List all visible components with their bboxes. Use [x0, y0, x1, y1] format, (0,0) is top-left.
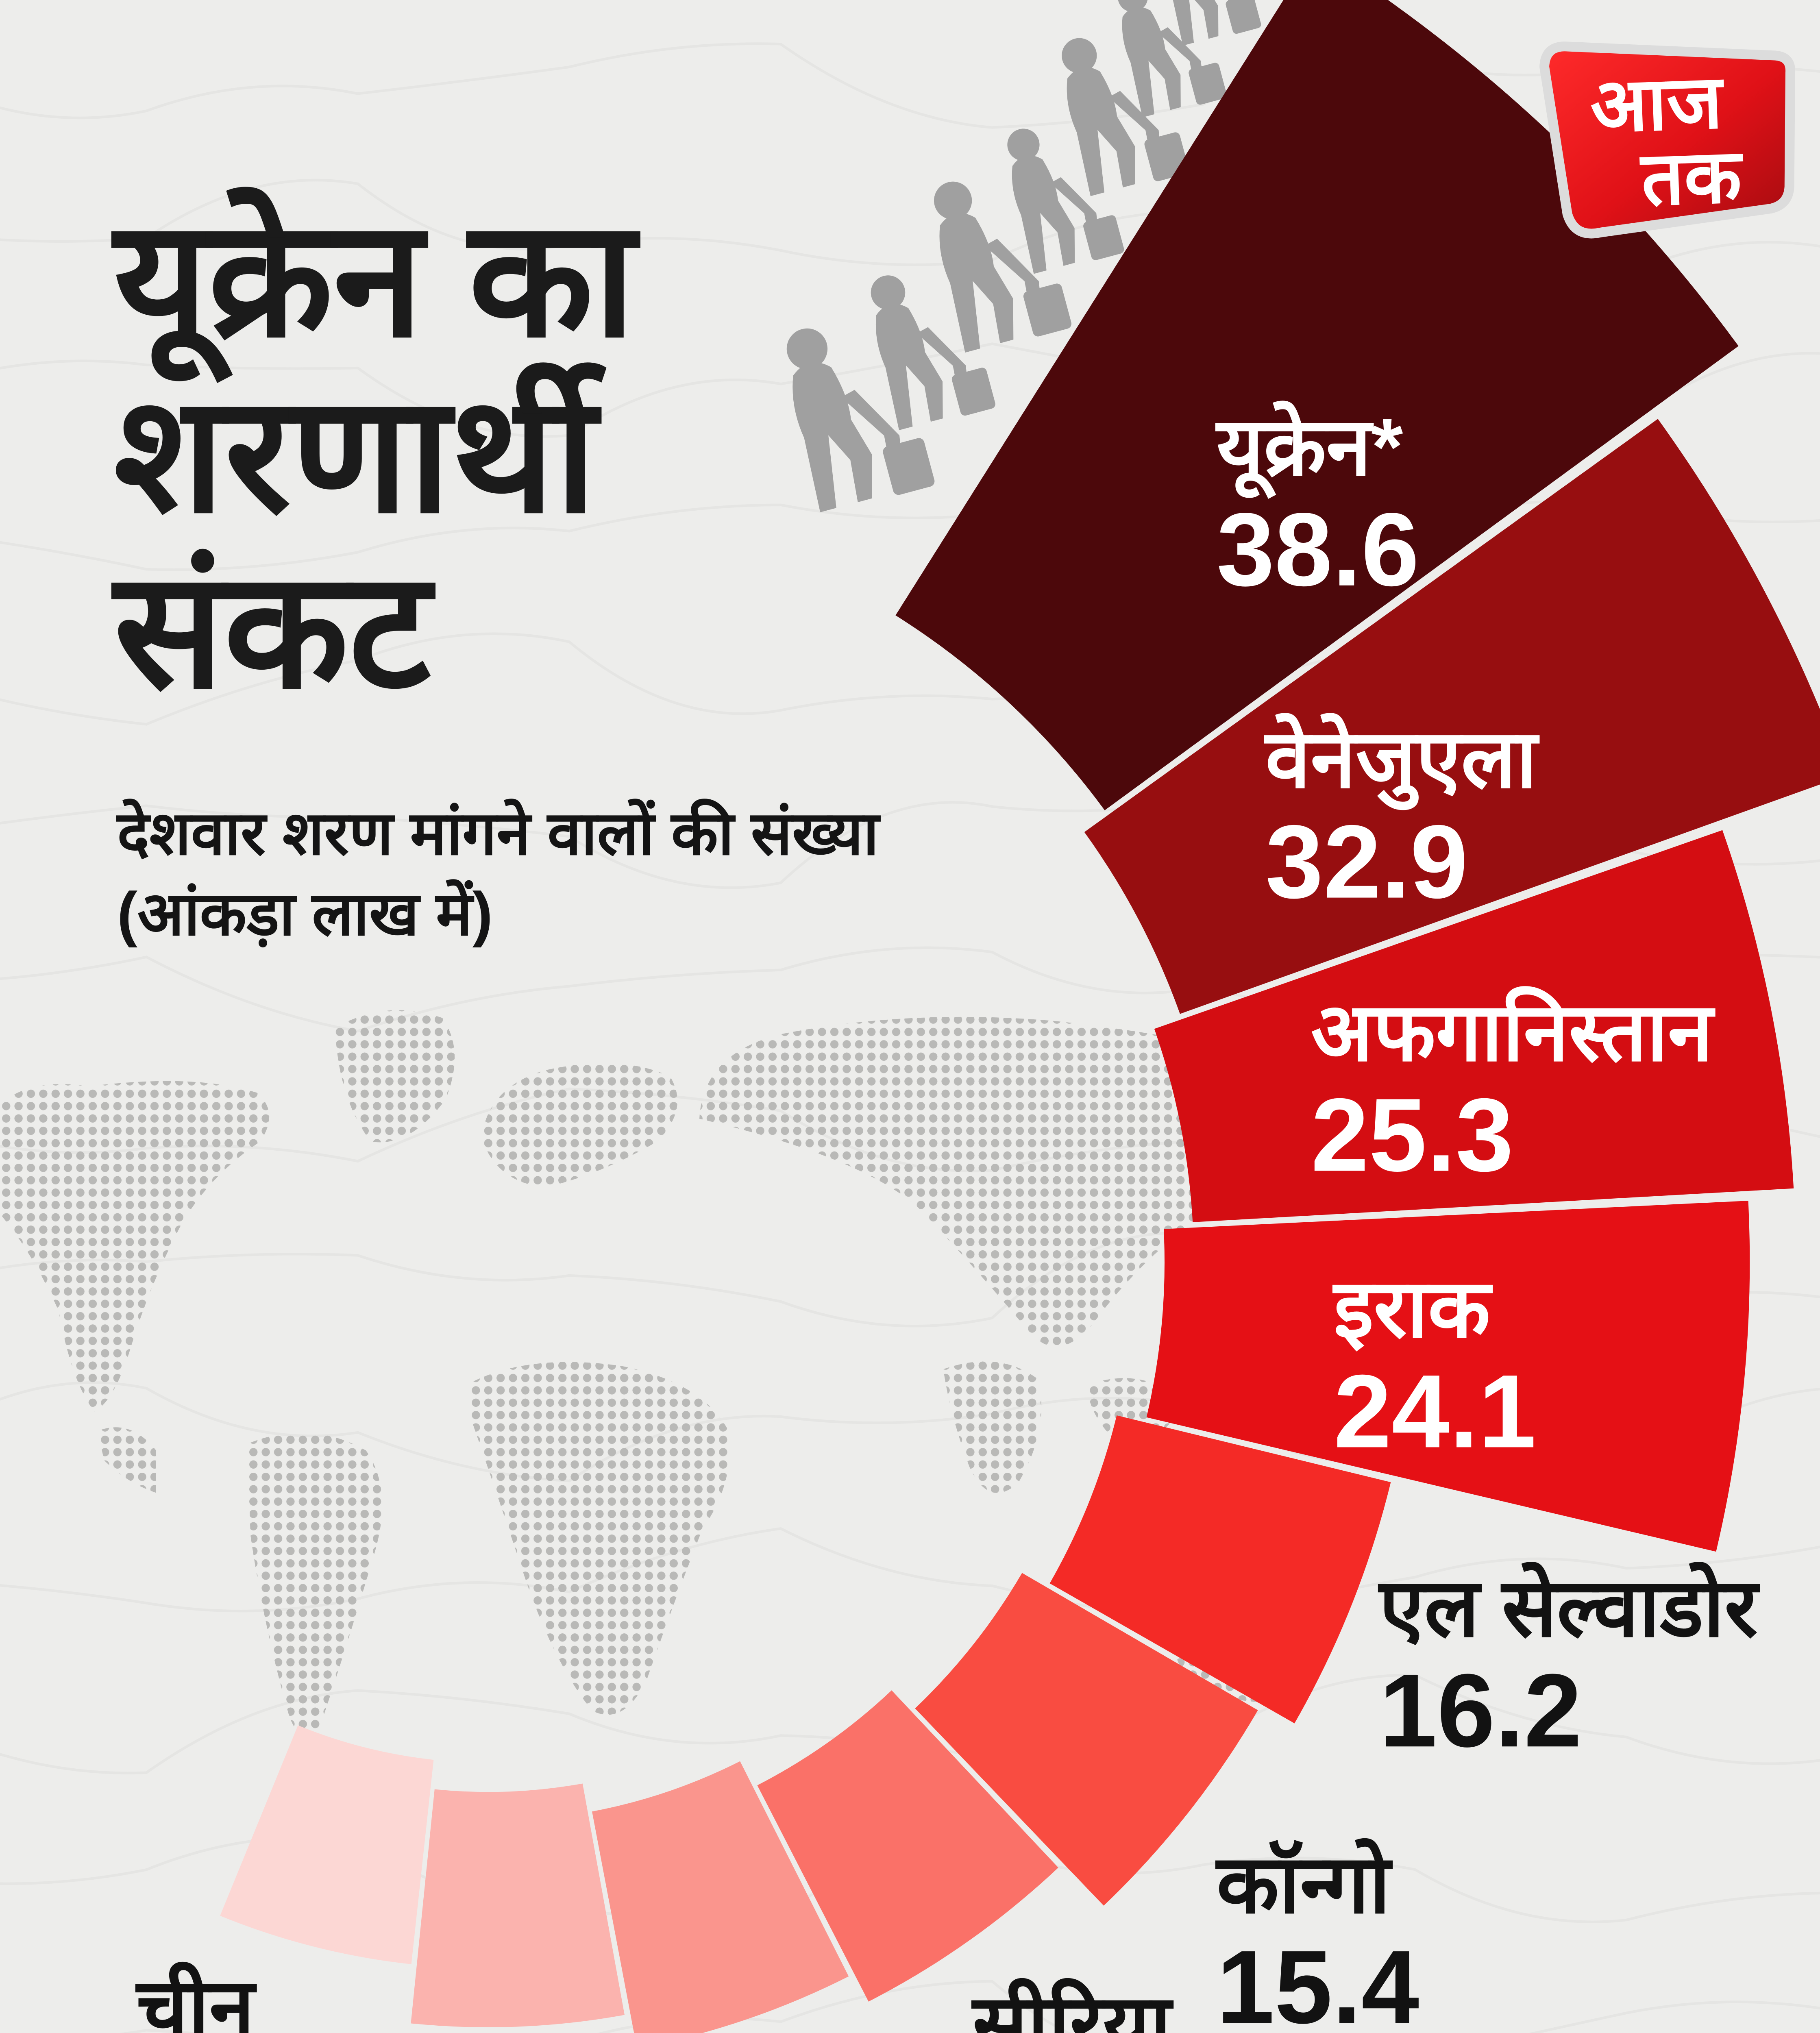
wedge-2 [1154, 830, 1794, 1222]
continent-north-america [0, 1081, 270, 1493]
continent-asia [699, 1016, 1332, 1347]
contour-line [0, 342, 1820, 438]
wedge-labels-group: यूक्रेन*38.6 वेनेजुएला32.9 अफगानिस्तान25.3… [135, 401, 1760, 2033]
continent-africa [468, 1362, 730, 1715]
wedge-label-name-6: सीरिया [971, 1978, 1174, 2033]
wedges-group [220, 0, 1820, 2033]
aajtak-logo-text-top: आज [1589, 59, 1726, 148]
page-subtitle-line: (आंकड़ा लाख में) [117, 879, 493, 948]
aajtak-logo-text-bottom: तक [1639, 133, 1745, 221]
wedge-label-name-2: अफगानिस्तान [1311, 986, 1716, 1078]
wedge-9 [220, 1725, 434, 1964]
wedge-label-value-1: 32.9 [1265, 804, 1468, 920]
wedge-label-name-9: चीन [135, 1961, 257, 2033]
aajtak-logo-shield [1539, 41, 1795, 239]
continent-europe [481, 1063, 677, 1187]
wedge-label-name-4: एल सेल्वाडोर [1378, 1561, 1760, 1653]
wedge-1 [1084, 419, 1820, 1014]
wedge-label-value-3: 24.1 [1334, 1353, 1536, 1469]
wedge-label-value-2: 25.3 [1311, 1077, 1513, 1193]
wedge-4 [1049, 1415, 1391, 1724]
continent-greenland [335, 1010, 455, 1143]
wedge-3 [1146, 1201, 1750, 1552]
continent-south-america [247, 1432, 382, 1738]
page-title-line: संकट [114, 539, 431, 721]
wedge-8 [411, 1783, 625, 2027]
wedge-label-name-5: कॉन्गो [1215, 1838, 1393, 1930]
wedge-label-value-0: 38.6 [1217, 492, 1419, 608]
wedge-label-value-4: 16.2 [1379, 1652, 1582, 1769]
wedge-0 [895, 0, 1739, 810]
page-subtitle-line: देशवार शरण मांगने वालों की संख्या [117, 799, 879, 867]
page-title: यूक्रेन का शरणार्थी संकट [114, 191, 636, 718]
wedge-7 [592, 1761, 849, 2033]
contour-line [119, 1980, 1820, 2033]
wedge-6 [757, 1690, 1058, 2002]
page-title-line: यूक्रेन का [114, 188, 636, 370]
wedge-5 [915, 1573, 1258, 1906]
wedge-label-name-3: इराक [1332, 1263, 1493, 1354]
wedge-label-value-5: 15.4 [1217, 1929, 1419, 2033]
page-title-line: शरणार्थी [114, 364, 597, 545]
page-subtitle: देशवार शरण मांगने वालों की संख्या (आंकड़… [117, 793, 879, 954]
aajtak-logo: आज तक [1539, 41, 1795, 239]
subcontinent-india [943, 1361, 1042, 1493]
wedge-label-name-0: यूक्रेन* [1215, 401, 1403, 499]
wedge-label-name-1: वेनेजुएला [1264, 713, 1540, 810]
